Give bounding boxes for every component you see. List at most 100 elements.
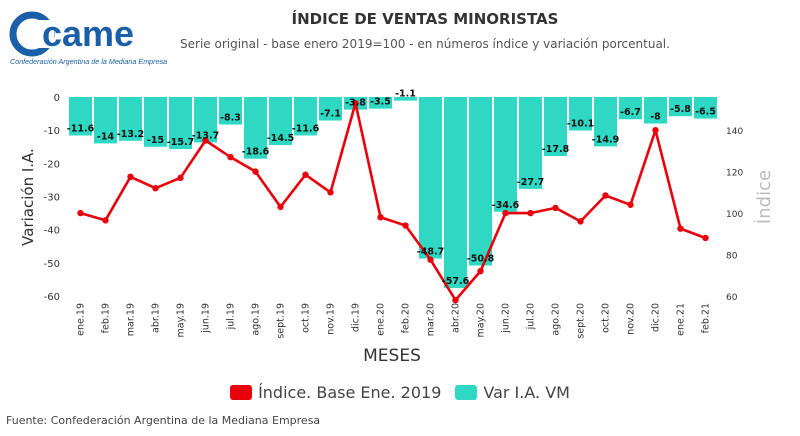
bar [494,97,517,212]
index-point [202,137,209,144]
bar-data-label: -8 [650,112,661,123]
bar-data-label: -13.7 [192,130,219,141]
bar-data-label: -6.7 [620,107,641,118]
bar [569,97,592,131]
index-point [527,209,534,217]
bar-data-label: -14.9 [592,134,619,145]
bar-data-label: -10.1 [567,118,594,129]
axes-layer: 0 -10 -20 -30 -40 -50 -60 60 80 100 120 140 ene.19 fe… [44,93,744,339]
index-point [552,204,559,212]
index-point [677,225,684,232]
bar [94,97,117,144]
legend-swatch-line [230,385,253,400]
bar-data-label: -11.6 [67,123,95,134]
x-tick-label: ene.19 [76,303,87,336]
x-tick-label: feb.21 [701,303,712,333]
index-point [102,217,109,224]
bar-data-label: -18.6 [242,147,270,158]
index-point [277,203,284,211]
legend-label-index: Índice. Base Ene. 2019 [258,383,442,402]
bar-labels-layer: -11.6-14 -13.2-15 -15.7-13.7-8.3-18.6-14.5… [67,89,716,287]
x-tick-label: oct.19 [301,303,312,333]
bar-data-label: -6.5 [695,107,716,118]
x-tick-label: nov.20 [626,303,637,335]
bar-data-label: -3.8 [345,98,366,109]
bar-data-label: -27.7 [517,177,544,188]
legend-item-index: Índice. Base Ene. 2019 [230,383,441,402]
bar-data-label: -14.5 [267,133,294,144]
y-right-tick-label: 140 [726,127,743,137]
legend-item-var: Var I.A. VM [455,383,570,402]
chart-subtitle: Serie original - base enero 2019=100 - e… [180,37,670,51]
logo-mark: came [9,11,134,57]
index-point [402,222,409,229]
bar-data-label: -15.7 [167,137,194,148]
x-tick-label: ago.19 [251,303,262,336]
bar [219,97,242,125]
x-tick-label: sept.20 [576,303,587,339]
bar [369,97,392,109]
came-logo: came Confederación Argentina de la Media… [9,11,167,66]
x-tick-label: jul.20 [526,303,537,330]
x-tick-label: nov.19 [326,303,337,335]
y-right-tick-label: 60 [726,293,738,303]
index-point [452,296,459,304]
bar-data-label: -8.3 [220,113,241,124]
bar-data-label: -57.6 [442,276,470,287]
bar [269,97,292,146]
y-tick-label: -40 [44,226,60,237]
y-tick-label: -10 [44,126,60,137]
index-point [302,171,309,178]
bar [194,97,217,143]
y-tick-label: -30 [44,193,60,204]
legend: Índice. Base Ene. 2019 Var I.A. VM [0,383,800,402]
bar [444,97,467,289]
bar-data-label: -11.6 [292,123,320,134]
y-tick-label: -20 [44,159,60,170]
index-point [602,192,609,199]
bar [519,97,542,189]
y-right-tick-label: 100 [726,210,743,220]
bar [544,97,567,157]
line-layer [77,100,709,304]
index-point [252,168,259,175]
bar-data-label: -7.1 [320,109,341,120]
index-point [227,153,234,161]
legend-swatch-bar [455,385,478,400]
index-point [327,189,334,196]
x-tick-label: mar.20 [426,303,437,336]
y-tick-label: 0 [54,93,60,104]
x-tick-label: jun.20 [501,303,512,334]
bar [169,97,192,150]
bar [394,97,417,101]
y-tick-label: -50 [44,259,60,270]
bar [469,97,492,266]
bar [69,97,92,136]
bar-data-label: -1.1 [395,89,416,100]
logo-caption: Confederación Argentina de la Mediana Em… [10,57,167,66]
x-tick-label: ene.21 [676,303,687,336]
y-tick-label: -60 [44,292,60,303]
x-tick-label: dic.19 [351,303,362,332]
index-point [502,209,509,217]
x-tick-label: may.20 [476,303,487,337]
bar [594,97,617,147]
index-point [127,173,134,181]
x-tick-label: mar.19 [126,303,137,336]
chart-title: ÍNDICE DE VENTAS MINORISTAS [291,10,559,28]
x-tick-label: abr.20 [451,303,462,333]
index-point [77,209,84,217]
bar-data-label: -17.8 [542,144,570,155]
bar [644,97,667,124]
x-tick-label: may.19 [176,303,187,337]
x-tick-label: jun.19 [201,303,212,334]
index-line [80,101,706,302]
bar-data-label: -13.2 [117,129,144,140]
index-point [177,174,184,182]
bar [244,97,267,159]
bar [119,97,142,141]
bar-data-label: -14 [97,131,115,142]
bar-data-label: -3.5 [370,97,391,108]
x-tick-label: oct.20 [601,303,612,333]
